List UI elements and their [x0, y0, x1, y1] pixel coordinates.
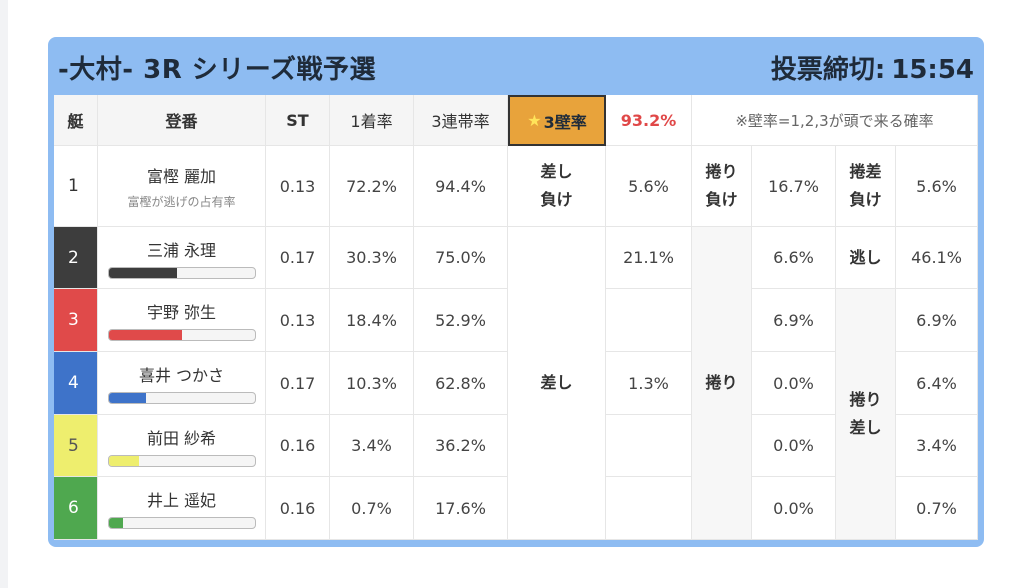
sashi-value-row4: 1.3%	[606, 352, 692, 415]
makuri-make-line1: 捲り	[705, 162, 738, 181]
racer-st: 0.17	[266, 352, 330, 415]
boat-number: 1	[54, 146, 98, 227]
makurisashi-value-row5: 3.4%	[896, 415, 978, 477]
racer-st: 0.17	[266, 227, 330, 289]
racer-st: 0.13	[266, 146, 330, 227]
racer-first: 10.3%	[330, 352, 414, 415]
racer-bar	[107, 266, 256, 279]
racer-bar-fill	[108, 518, 124, 528]
sashi-value-row2: 21.1%	[606, 227, 692, 289]
makuri-label: 捲り	[692, 227, 752, 540]
racer-first: 0.7%	[330, 477, 414, 540]
racer-bar	[107, 329, 256, 341]
racer-trio: 62.8%	[414, 352, 508, 415]
racer-trio: 75.0%	[414, 227, 508, 289]
deadline-time: 15:54	[891, 55, 974, 85]
col-waku: 艇	[54, 95, 98, 146]
sashi-make-line1: 差し	[540, 162, 573, 181]
racer-first: 72.2%	[330, 146, 414, 227]
boat-number: 2	[54, 227, 98, 289]
racer-first: 3.4%	[330, 415, 414, 477]
racer-st: 0.16	[266, 477, 330, 540]
racer-name-cell: 前田 紗希	[98, 415, 266, 477]
makurisashi-value-row6: 0.7%	[896, 477, 978, 540]
makuri-value-row4: 0.0%	[752, 352, 836, 415]
makurisashi-make-label: 捲差 負け	[836, 146, 896, 227]
racer-bar	[107, 454, 256, 467]
racer-bar	[107, 517, 256, 529]
makuri-make-label: 捲り 負け	[692, 146, 752, 227]
makuri-value-row2: 6.6%	[752, 227, 836, 289]
wall-rate-note: ※壁率=1,2,3が頭で来る確率	[692, 95, 978, 146]
sashi-label: 差し	[508, 227, 606, 540]
boat-number: 4	[54, 352, 98, 415]
race-title: -大村- 3R シリーズ戦予選	[58, 55, 376, 85]
racer-bar-fill	[108, 330, 182, 340]
boat-number: 3	[54, 289, 98, 352]
sashi-make-value: 5.6%	[606, 146, 692, 227]
racer-name: 井上 遥妃	[146, 491, 217, 510]
wall-rate-value: 93.2%	[606, 95, 692, 146]
racer-trio: 36.2%	[414, 415, 508, 477]
makurisashi-make-value: 5.6%	[896, 146, 978, 227]
race-card: -大村- 3R シリーズ戦予選 投票締切: 15:54 艇 登番 ST 1着率 3…	[48, 37, 984, 547]
racer-name: 宇野 弥生	[146, 303, 217, 322]
stats-table: 艇 登番 ST 1着率 3連帯率 ★ 3壁率 93.2% ※壁率=1,2,3が頭で…	[54, 95, 978, 540]
sashi-value-row5	[606, 415, 692, 477]
racer-st: 0.16	[266, 415, 330, 477]
racer-trio: 52.9%	[414, 289, 508, 352]
racer-name: 前田 紗希	[146, 428, 217, 448]
col-wall-rate[interactable]: ★ 3壁率	[508, 95, 606, 146]
racer-first: 18.4%	[330, 289, 414, 352]
makurisashi-make-line2: 負け	[849, 190, 882, 209]
makuri-make-value: 16.7%	[752, 146, 836, 227]
nige-value: 46.1%	[896, 227, 978, 289]
racer-bar-fill	[108, 393, 147, 403]
left-strip	[0, 0, 8, 588]
racer-name: 三浦 永理	[146, 240, 217, 260]
makurisashi-line1: 捲り	[849, 390, 882, 409]
racer-name-cell: 宇野 弥生	[98, 289, 266, 352]
col-name: 登番	[98, 95, 266, 146]
racer-name: 富樫 麗加	[146, 166, 217, 186]
makuri-value-row5: 0.0%	[752, 415, 836, 477]
sashi-make-line2: 負け	[540, 190, 573, 209]
makurisashi-make-line1: 捲差	[849, 162, 882, 181]
makuri-value-row3: 6.9%	[752, 289, 836, 352]
star-icon: ★	[527, 111, 542, 130]
racer-bar-fill	[108, 267, 178, 278]
racer-name-cell: 喜井 つかさ	[98, 352, 266, 415]
racer-name: 喜井 つかさ	[138, 366, 225, 385]
makurisashi-value-row3: 6.9%	[896, 289, 978, 352]
col-st: ST	[266, 95, 330, 146]
makuri-value-row6: 0.0%	[752, 477, 836, 540]
sashi-value-row3	[606, 289, 692, 352]
racer-first: 30.3%	[330, 227, 414, 289]
sashi-make-label: 差し 負け	[508, 146, 606, 227]
racer-name-cell: 富樫 麗加富樫が逃げの占有率	[98, 146, 266, 227]
deadline: 投票締切: 15:54	[771, 49, 974, 86]
boat-number: 6	[54, 477, 98, 540]
col-first-rate: 1着率	[330, 95, 414, 146]
makuri-make-line2: 負け	[705, 190, 738, 209]
racer-name-cell: 井上 遥妃	[98, 477, 266, 540]
racer-bar	[107, 392, 256, 404]
racer-st: 0.13	[266, 289, 330, 352]
deadline-label: 投票締切:	[770, 55, 886, 85]
racer-trio: 94.4%	[414, 146, 508, 227]
wall-rate-label: 3壁率	[543, 112, 587, 132]
racer-subtext: 富樫が逃げの占有率	[127, 194, 236, 209]
col-trio-rate: 3連帯率	[414, 95, 508, 146]
sashi-value-row6	[606, 477, 692, 540]
card-header: -大村- 3R シリーズ戦予選 投票締切: 15:54	[48, 37, 984, 95]
racer-trio: 17.6%	[414, 477, 508, 540]
makurisashi-value-row4: 6.4%	[896, 352, 978, 415]
boat-number: 5	[54, 415, 98, 477]
racer-bar-fill	[108, 455, 140, 466]
makurisashi-label: 捲り 差し	[836, 289, 896, 540]
makurisashi-line2: 差し	[849, 418, 882, 437]
racer-name-cell: 三浦 永理	[98, 227, 266, 289]
nige-label: 逃し	[836, 227, 896, 289]
